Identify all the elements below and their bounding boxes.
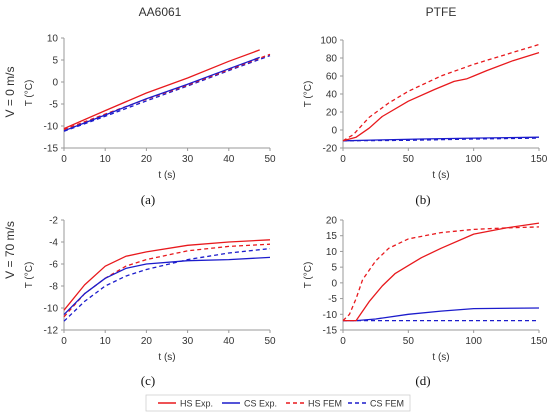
y-axis-label: T (°C) (24, 262, 35, 289)
y-tick-label: 100 (320, 36, 337, 47)
y-tick-label: 0 (331, 126, 337, 137)
x-axis-label: t (s) (158, 352, 175, 363)
y-tick-label: -10 (323, 310, 338, 321)
series-line-cs-exp (343, 307, 540, 322)
panel-b-label: (b) (415, 192, 430, 207)
series-line-hs-fem (63, 243, 271, 318)
series-line-hs-fem (342, 43, 540, 142)
x-tick-label: 0 (61, 154, 67, 165)
row-label-bottom: V = 70 m/s (3, 221, 17, 279)
y-tick-label: 15 (326, 231, 338, 242)
row-label-top: V = 0 m/s (3, 66, 17, 117)
y-tick-label: -4 (49, 238, 58, 249)
series-line-cs-exp (342, 136, 540, 142)
x-tick-label: 100 (465, 336, 482, 347)
x-tick-label: 100 (465, 154, 482, 165)
legend-label-cs-fem: CS FEM (370, 399, 404, 409)
x-tick-label: 10 (100, 154, 112, 165)
x-tick-label: 20 (141, 154, 153, 165)
legend-label-hs-fem: HS FEM (308, 399, 342, 409)
x-tick-label: 30 (182, 336, 194, 347)
y-axis-label: T (°C) (303, 81, 314, 108)
series-line-cs-exp (63, 56, 260, 132)
y-tick-label: 80 (326, 54, 338, 65)
series-line-cs-exp (63, 256, 271, 316)
series-line-cs-fem (342, 137, 540, 142)
legend-box (145, 394, 411, 412)
column-title-left: AA6061 (139, 5, 182, 19)
series-line-hs-fem (63, 53, 271, 131)
y-tick-label: -6 (49, 260, 58, 271)
x-tick-label: 30 (182, 154, 194, 165)
x-axis-label: t (s) (432, 170, 449, 181)
series-line-hs-exp (343, 222, 540, 322)
x-axis-label: t (s) (432, 352, 449, 363)
y-tick-label: 40 (326, 90, 338, 101)
panel-d-chart: 0 50 100 150 -15 -10 -5 0 5 10 15 20 t (s) T (°C) (303, 216, 548, 364)
y-tick-label: -20 (323, 144, 338, 155)
panel-c-label: (c) (141, 373, 155, 388)
panel-d-label: (d) (415, 373, 430, 388)
y-tick-label: 20 (326, 108, 338, 119)
x-tick-label: 0 (340, 154, 346, 165)
x-tick-label: 50 (264, 336, 276, 347)
y-tick-label: 60 (326, 72, 338, 83)
y-tick-label: 0 (52, 78, 58, 89)
y-tick-label: -5 (328, 294, 337, 305)
y-tick-label: 5 (52, 56, 58, 67)
y-tick-label: 10 (47, 34, 59, 45)
legend: HS Exp. CS Exp. HS FEM CS FEM (145, 394, 411, 412)
y-tick-label: -2 (49, 216, 58, 227)
legend-label-hs-exp: HS Exp. (180, 399, 213, 409)
series-line-hs-exp (63, 49, 260, 130)
y-tick-label: -10 (44, 122, 59, 133)
y-tick-label: -12 (44, 326, 59, 337)
y-tick-label: -15 (44, 144, 59, 155)
series-line-cs-fem (63, 54, 271, 132)
y-tick-label: -5 (49, 100, 58, 111)
panel-a-chart: 0 10 20 30 40 50 -15 -10 -5 0 5 10 t (s) T (°C) (24, 34, 276, 182)
series-line-hs-exp (63, 239, 271, 311)
x-tick-label: 50 (403, 336, 415, 347)
y-axis-label: T (°C) (303, 262, 314, 289)
y-tick-label: -15 (323, 326, 338, 337)
x-tick-label: 40 (223, 154, 235, 165)
series-line-hs-fem (342, 226, 540, 322)
x-tick-label: 40 (223, 336, 235, 347)
y-tick-label: 20 (326, 216, 338, 227)
y-tick-label: -10 (44, 304, 59, 315)
series-line-hs-exp (342, 51, 540, 142)
column-title-right: PTFE (426, 5, 457, 19)
x-tick-label: 50 (403, 154, 415, 165)
y-axis-label: T (°C) (24, 80, 35, 107)
panel-c-chart: 0 10 20 30 40 50 -12 -10 -8 -6 -4 -2 t (s) T (°C) (24, 216, 276, 364)
x-tick-label: 150 (531, 336, 548, 347)
y-tick-label: 0 (331, 278, 337, 289)
y-tick-label: 10 (326, 247, 338, 258)
x-tick-label: 50 (264, 154, 276, 165)
x-tick-label: 150 (531, 154, 548, 165)
panel-a-label: (a) (141, 192, 155, 207)
x-tick-label: 20 (141, 336, 153, 347)
y-tick-label: -8 (49, 282, 58, 293)
legend-label-cs-exp: CS Exp. (244, 399, 277, 409)
x-axis-label: t (s) (158, 170, 175, 181)
y-tick-label: 5 (331, 263, 337, 274)
series-line-cs-fem (63, 247, 271, 322)
x-tick-label: 0 (61, 336, 67, 347)
x-tick-label: 10 (100, 336, 112, 347)
x-tick-label: 0 (340, 336, 346, 347)
